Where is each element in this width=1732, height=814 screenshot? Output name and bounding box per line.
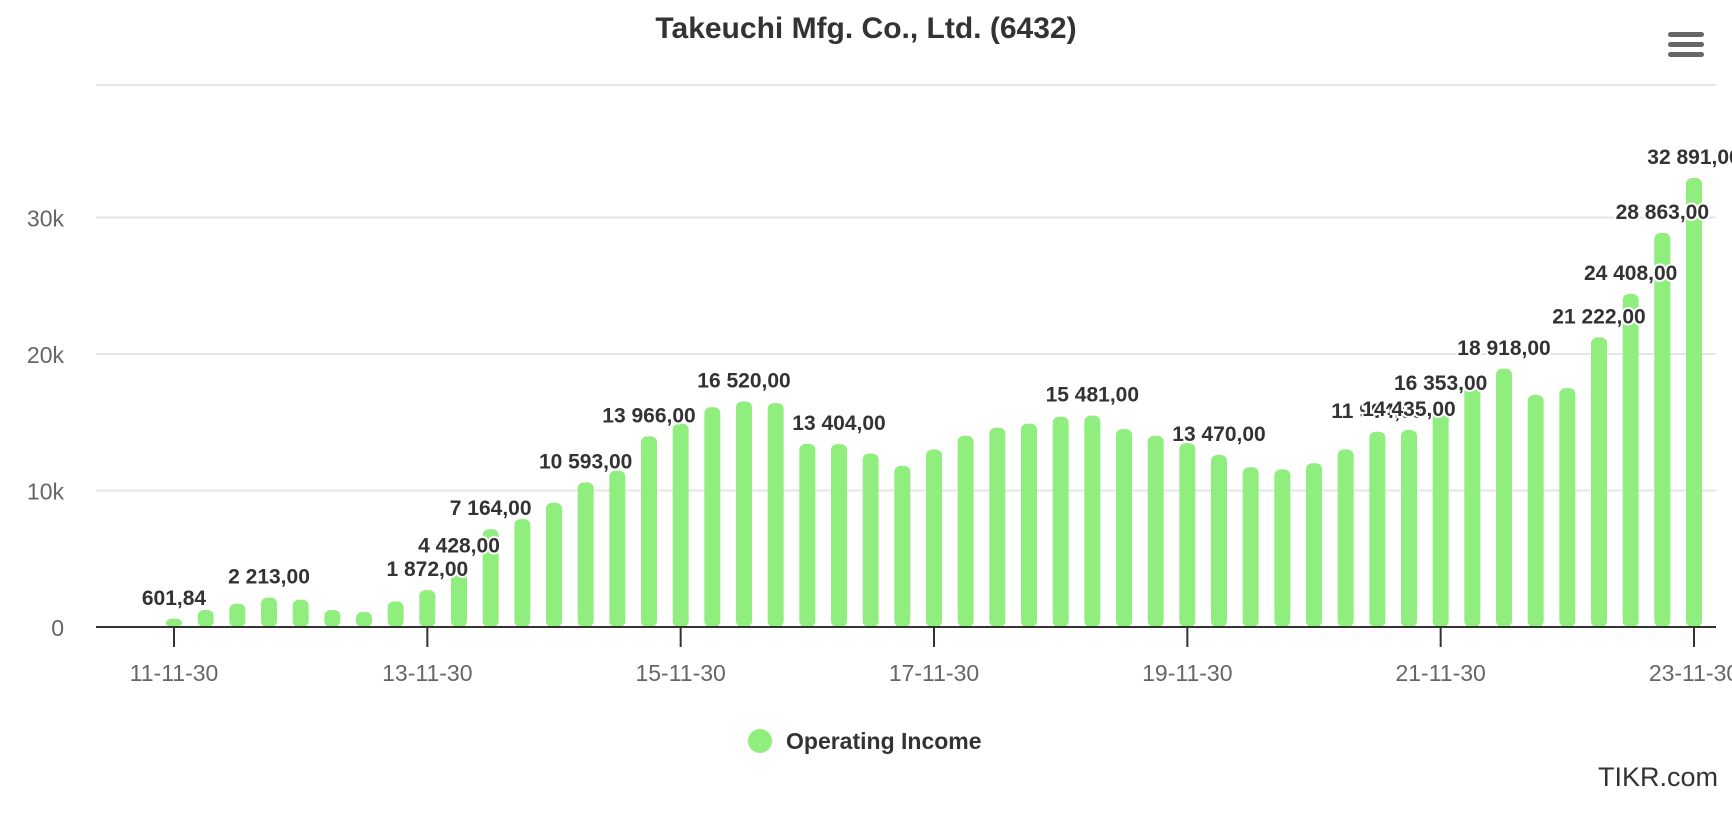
bar[interactable] xyxy=(1021,423,1037,627)
bar[interactable] xyxy=(862,453,879,627)
bar[interactable] xyxy=(1654,233,1671,627)
bar[interactable] xyxy=(197,609,214,627)
bar[interactable] xyxy=(641,436,657,627)
bar[interactable] xyxy=(1211,455,1227,627)
x-tick-label: 23-11-30 xyxy=(1649,660,1732,686)
bar[interactable] xyxy=(419,590,436,627)
bar[interactable] xyxy=(514,519,531,627)
bar[interactable] xyxy=(1052,416,1069,627)
x-tick-label: 13-11-30 xyxy=(382,660,472,686)
data-label: 7 164,00 xyxy=(450,497,532,520)
x-tick-label: 21-11-30 xyxy=(1395,660,1485,686)
x-tick-label: 15-11-30 xyxy=(635,660,725,686)
bar[interactable] xyxy=(387,601,404,627)
bar[interactable] xyxy=(1559,388,1576,627)
data-label: 13 470,00 xyxy=(1172,423,1265,446)
bar[interactable] xyxy=(957,435,974,627)
bar[interactable] xyxy=(1116,429,1132,627)
data-label: 1 872,00 xyxy=(386,558,468,581)
x-tick-label: 17-11-30 xyxy=(889,660,979,686)
bar[interactable] xyxy=(1084,415,1101,627)
legend-label: Operating Income xyxy=(786,727,982,754)
bars xyxy=(166,178,1702,628)
menu-line-icon xyxy=(1668,32,1704,37)
legend-swatch xyxy=(748,729,772,753)
bar[interactable] xyxy=(261,597,277,627)
y-tick-label: 20k xyxy=(27,342,65,368)
data-label: 10 593,00 xyxy=(539,450,632,473)
y-tick-label: 10k xyxy=(27,479,65,505)
bar[interactable] xyxy=(1274,469,1291,627)
bar[interactable] xyxy=(1242,467,1259,627)
bar[interactable] xyxy=(799,444,816,627)
legend-item-operating-income[interactable]: Operating Income xyxy=(748,726,982,756)
data-label: 28 863,00 xyxy=(1616,201,1709,224)
bar[interactable] xyxy=(546,502,562,627)
x-tick-label: 11-11-30 xyxy=(130,660,219,686)
bar[interactable] xyxy=(1432,403,1449,627)
bar[interactable] xyxy=(166,618,182,627)
bar[interactable] xyxy=(1369,431,1386,627)
data-label: 14 435,00 xyxy=(1362,398,1455,421)
bar[interactable] xyxy=(229,603,246,627)
data-label: 32 891,00 xyxy=(1647,146,1732,169)
x-axis-labels: 11-11-30 13-11-30 15-11-30 17-11-30 19-11-30… xyxy=(130,660,1732,686)
bar[interactable] xyxy=(1401,429,1417,627)
bar[interactable] xyxy=(324,609,341,627)
bar[interactable] xyxy=(1686,178,1702,628)
bar[interactable] xyxy=(989,427,1006,627)
bar[interactable] xyxy=(356,611,372,627)
bar[interactable] xyxy=(1337,449,1354,627)
bar[interactable] xyxy=(736,401,752,627)
bar[interactable] xyxy=(1496,368,1512,627)
credit-text[interactable]: TIKR.com xyxy=(1597,762,1718,792)
y-tick-label: 0 xyxy=(51,615,64,641)
bar[interactable] xyxy=(831,444,847,627)
x-tick-label: 19-11-30 xyxy=(1142,660,1232,686)
bar[interactable] xyxy=(451,566,467,627)
data-label: 24 408,00 xyxy=(1584,262,1677,285)
data-label: 13 966,00 xyxy=(602,404,695,427)
bar[interactable] xyxy=(1464,386,1481,627)
bar[interactable] xyxy=(894,465,911,627)
data-labels: 601,84 2 213,00 1 872,004 428,00 7 164,00 10… xyxy=(140,144,1732,612)
data-label: 11 994,00 xyxy=(1331,400,1423,423)
bar[interactable] xyxy=(482,529,499,627)
bar[interactable] xyxy=(672,423,689,627)
y-tick-label: 30k xyxy=(27,206,65,232)
bar[interactable] xyxy=(1622,293,1639,627)
data-label: 15 481,00 xyxy=(1046,384,1139,407)
bar[interactable] xyxy=(609,470,626,627)
data-label: 2 213,00 xyxy=(228,566,310,589)
data-label: 18 918,00 xyxy=(1457,337,1550,360)
y-axis-labels: 0 10k 20k 30k xyxy=(27,206,65,642)
bar[interactable] xyxy=(1591,337,1607,627)
bar[interactable] xyxy=(1527,394,1544,627)
bar[interactable] xyxy=(704,407,721,627)
bar[interactable] xyxy=(292,599,309,627)
x-axis xyxy=(96,626,1716,647)
bar[interactable] xyxy=(1147,435,1164,627)
data-label: 601,84 xyxy=(142,587,207,610)
menu-line-icon xyxy=(1668,52,1704,57)
bar[interactable] xyxy=(767,403,784,627)
data-label: 4 428,00 xyxy=(418,535,500,558)
chart-title: Takeuchi Mfg. Co., Ltd. (6432) xyxy=(655,12,1077,45)
bar[interactable] xyxy=(577,482,594,627)
data-label: 21 222,00 xyxy=(1552,305,1645,328)
bar[interactable] xyxy=(1179,443,1196,627)
data-label: 13 404,00 xyxy=(792,412,885,435)
bar[interactable] xyxy=(926,449,942,627)
data-label: 16 353,00 xyxy=(1394,372,1487,395)
menu-line-icon xyxy=(1668,42,1704,47)
data-label: 16 520,00 xyxy=(697,370,790,393)
hamburger-menu-icon[interactable] xyxy=(1668,32,1704,62)
bar[interactable] xyxy=(1306,463,1322,627)
